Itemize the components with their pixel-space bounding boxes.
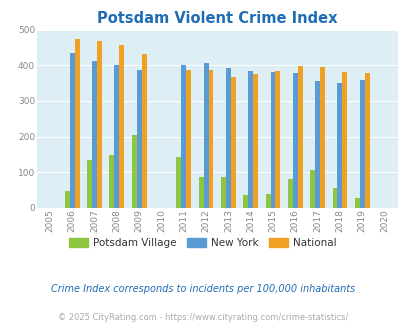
Bar xyxy=(292,73,297,208)
Bar xyxy=(359,80,364,208)
Bar xyxy=(186,70,191,208)
Bar xyxy=(119,45,124,208)
Text: © 2025 CityRating.com - https://www.cityrating.com/crime-statistics/: © 2025 CityRating.com - https://www.city… xyxy=(58,313,347,322)
Bar xyxy=(337,83,341,208)
Bar xyxy=(270,72,275,208)
Bar xyxy=(364,73,369,208)
Bar xyxy=(75,39,79,208)
Bar xyxy=(309,170,314,208)
Title: Potsdam Violent Crime Index: Potsdam Violent Crime Index xyxy=(97,11,337,26)
Bar xyxy=(97,41,102,208)
Bar xyxy=(265,194,270,208)
Bar xyxy=(65,191,70,208)
Bar xyxy=(92,61,97,208)
Bar xyxy=(319,67,324,208)
Bar xyxy=(252,74,258,208)
Bar xyxy=(332,187,337,208)
Bar xyxy=(176,157,181,208)
Bar xyxy=(141,54,146,208)
Bar xyxy=(136,70,141,208)
Bar xyxy=(275,71,279,208)
Bar xyxy=(87,160,92,208)
Text: Crime Index corresponds to incidents per 100,000 inhabitants: Crime Index corresponds to incidents per… xyxy=(51,284,354,294)
Bar xyxy=(220,177,225,208)
Bar xyxy=(287,179,292,208)
Bar xyxy=(314,81,319,208)
Bar xyxy=(230,77,235,208)
Bar xyxy=(225,68,230,208)
Bar xyxy=(181,65,186,208)
Bar xyxy=(132,135,136,208)
Bar xyxy=(297,66,302,208)
Bar xyxy=(341,72,346,208)
Bar xyxy=(114,65,119,208)
Bar xyxy=(70,53,75,208)
Bar xyxy=(208,70,213,208)
Bar xyxy=(198,177,203,208)
Bar xyxy=(247,71,252,208)
Bar xyxy=(243,195,247,208)
Bar xyxy=(109,155,114,208)
Bar xyxy=(203,63,208,208)
Bar xyxy=(354,198,359,208)
Legend: Potsdam Village, New York, National: Potsdam Village, New York, National xyxy=(65,234,340,252)
